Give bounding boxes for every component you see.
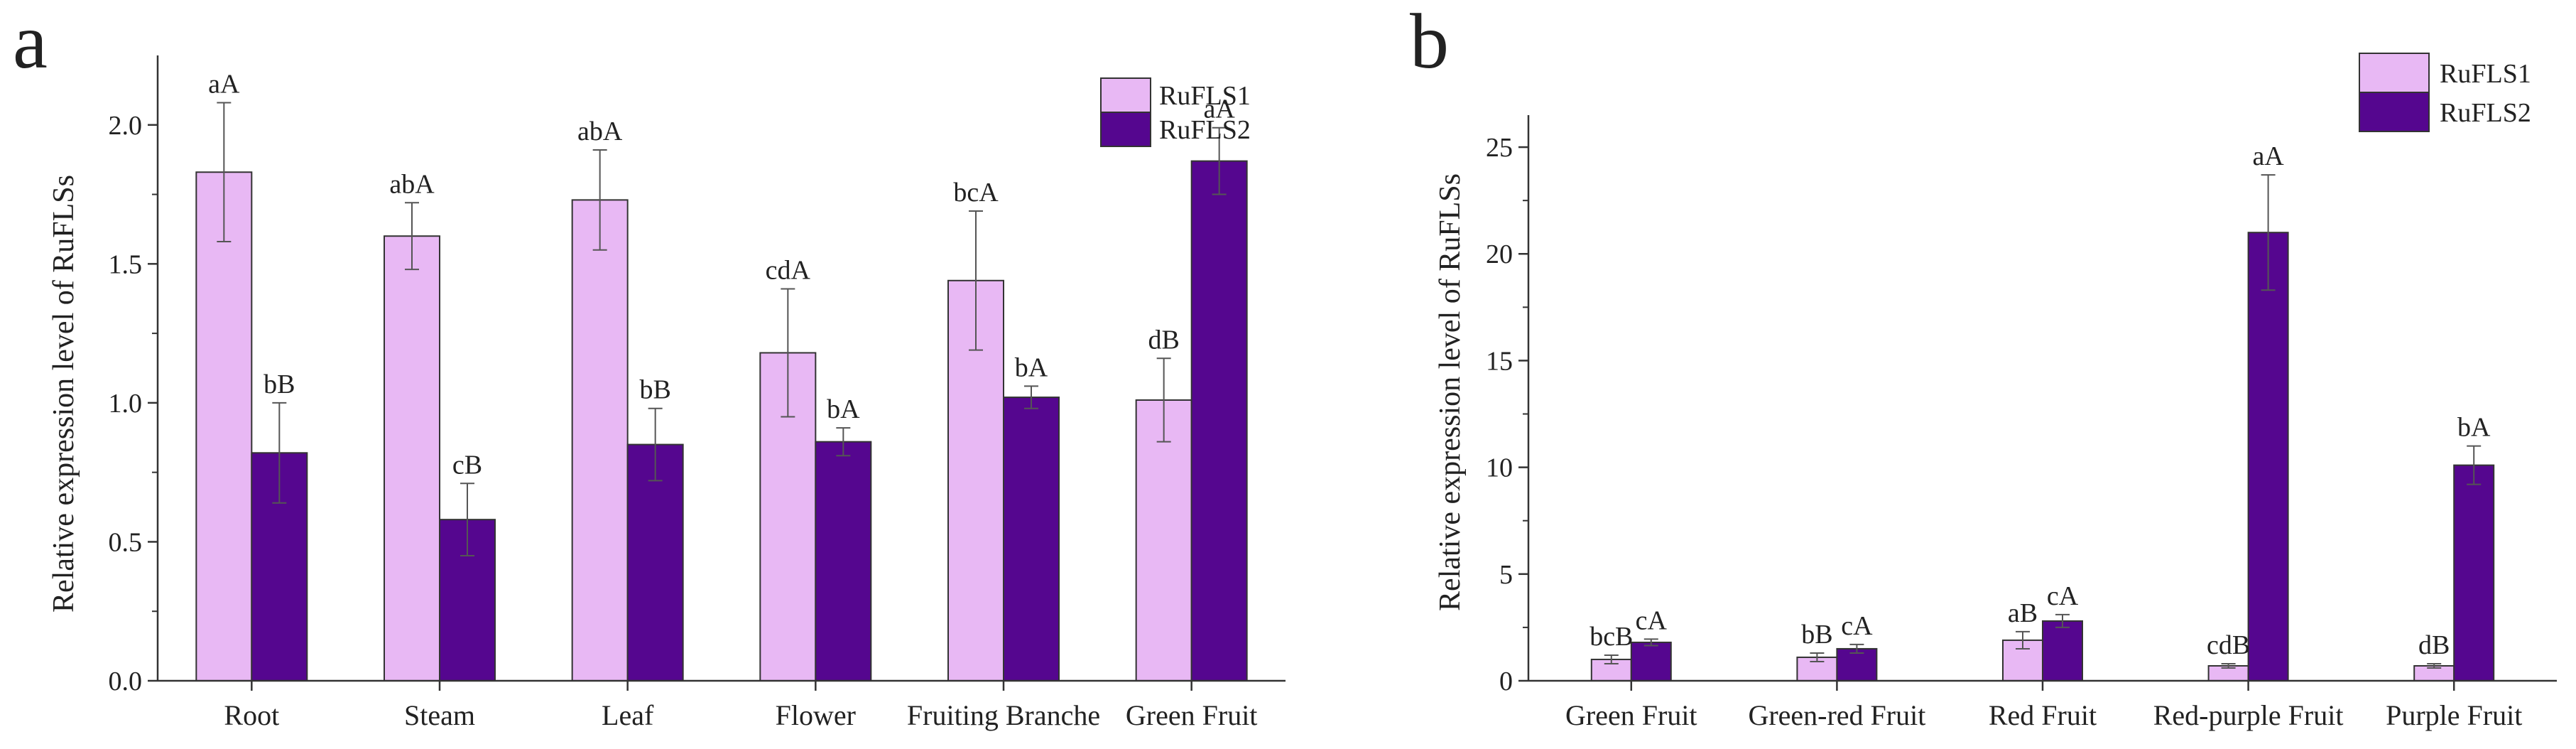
x-tick-label-fruiting-branche: Fruiting Branche bbox=[907, 699, 1100, 731]
bar-rufls1-steam bbox=[384, 235, 440, 681]
panel-b-y-axis-title: Relative expression level of RuFLSs bbox=[1434, 173, 1467, 611]
significance-label-rufls2-leaf: bB bbox=[639, 375, 670, 405]
panel-a-errorbars bbox=[217, 102, 1227, 556]
panel-b-legend: RuFLS1 RuFLS2 bbox=[2359, 53, 2531, 132]
x-tick-label-flower: Flower bbox=[776, 699, 856, 731]
x-tick-label-root: Root bbox=[224, 699, 279, 731]
significance-label-rufls1-root: aA bbox=[208, 69, 240, 99]
legend-swatch-rufls1 bbox=[2359, 53, 2430, 93]
bar-rufls2-flower bbox=[815, 441, 872, 682]
y-tick-label: 0 bbox=[1499, 667, 1513, 696]
y-tick-label: 20 bbox=[1486, 239, 1513, 269]
significance-label-rufls1-purple-fruit: dB bbox=[2418, 630, 2450, 660]
panel-a-bars bbox=[195, 160, 1248, 682]
y-tick-label: 5 bbox=[1499, 560, 1513, 590]
significance-label-rufls2-green-fruit: aA bbox=[1204, 95, 1236, 124]
panel-a: a aA bB abA cB abA bB cdA bA bcA bA dB aA 0.0 0.5 1.0… bbox=[13, 0, 1286, 731]
legend-label-rufls2: RuFLS2 bbox=[2440, 98, 2531, 128]
bar-rufls2-purple-fruit bbox=[2453, 464, 2495, 682]
panel-b-y-axis: 0 5 10 15 20 25 bbox=[1486, 115, 1530, 696]
y-tick-label: 10 bbox=[1486, 453, 1513, 483]
legend-swatch-rufls2 bbox=[1100, 112, 1151, 147]
significance-label-rufls2-red-fruit: cA bbox=[2047, 581, 2079, 611]
significance-label-rufls1-green-fruit: bcB bbox=[1589, 622, 1633, 652]
y-tick-label: 0.0 bbox=[109, 667, 143, 696]
significance-label-rufls2-green-fruit: cA bbox=[1636, 605, 1668, 635]
x-tick-label-green-red-fruit: Green-red Fruit bbox=[1748, 699, 1925, 731]
significance-label-rufls2-steam: cB bbox=[452, 450, 482, 480]
y-tick-label: 1.0 bbox=[109, 389, 143, 419]
significance-label-rufls1-flower: cdA bbox=[766, 256, 811, 286]
panel-b-x-axis: Green Fruit Green-red Fruit Red Fruit Red-p… bbox=[1528, 679, 2557, 731]
panel-a-legend: RuFLS1 RuFLS2 bbox=[1100, 77, 1251, 147]
significance-label-rufls1-steam: abA bbox=[389, 169, 435, 199]
x-tick-label-red-fruit: Red Fruit bbox=[1989, 699, 2097, 731]
bar-rufls2-green-fruit bbox=[1190, 160, 1248, 682]
y-tick-label: 15 bbox=[1486, 346, 1513, 376]
x-tick-label-purple-fruit: Purple Fruit bbox=[2386, 699, 2522, 731]
legend-label-rufls2: RuFLS2 bbox=[1159, 115, 1251, 145]
panel-a-y-axis: 0.0 0.5 1.0 1.5 2.0 bbox=[109, 55, 159, 696]
x-tick-label-leaf: Leaf bbox=[602, 699, 654, 731]
bar-rufls2-green-fruit bbox=[1630, 641, 1672, 681]
x-tick-label-red-purple-fruit: Red-purple Fruit bbox=[2153, 699, 2344, 731]
bar-rufls2-red-fruit bbox=[2042, 620, 2083, 682]
bar-rufls1-root bbox=[195, 171, 253, 681]
panel-a-significance-labels: aA bB abA cB abA bB cdA bA bcA bA dB aA bbox=[208, 69, 1235, 480]
panel-b-errorbars bbox=[1604, 174, 2482, 669]
significance-label-rufls2-purple-fruit: bA bbox=[2457, 413, 2491, 443]
panel-a-y-axis-title: Relative expression level of RuFLSs bbox=[48, 175, 80, 613]
panel-b-bars bbox=[1590, 232, 2495, 682]
significance-label-rufls2-root: bB bbox=[263, 370, 295, 399]
y-tick-label: 2.0 bbox=[109, 111, 143, 141]
y-tick-label: 25 bbox=[1486, 133, 1513, 163]
significance-label-rufls1-red-purple-fruit: cdB bbox=[2207, 630, 2250, 660]
bar-rufls2-red-purple-fruit bbox=[2247, 232, 2289, 682]
y-tick-label: 1.5 bbox=[109, 249, 143, 279]
significance-label-rufls2-green-red-fruit: cA bbox=[1841, 611, 1873, 641]
legend-swatch-rufls1 bbox=[1100, 77, 1151, 113]
y-tick-label: 0.5 bbox=[109, 527, 143, 557]
legend-label-rufls1: RuFLS1 bbox=[1159, 81, 1251, 111]
panel-b-letter: b bbox=[1410, 0, 1449, 85]
significance-label-rufls1-leaf: abA bbox=[577, 117, 623, 146]
bar-rufls1-leaf bbox=[571, 199, 629, 681]
significance-label-rufls2-fruiting-branche: bA bbox=[1015, 352, 1048, 382]
x-tick-label-steam: Steam bbox=[404, 699, 475, 731]
bar-rufls1-green-fruit bbox=[1135, 399, 1192, 681]
x-tick-label-green-fruit: Green Fruit bbox=[1126, 699, 1258, 731]
significance-label-rufls1-fruiting-branche: bcA bbox=[953, 178, 999, 208]
x-tick-label-green-fruit: Green Fruit bbox=[1565, 699, 1697, 731]
significance-label-rufls1-red-fruit: aB bbox=[2008, 598, 2038, 628]
bar-rufls2-fruiting-branche bbox=[1003, 397, 1060, 681]
significance-label-rufls2-flower: bA bbox=[827, 394, 860, 424]
panel-a-letter: a bbox=[13, 0, 48, 85]
legend-label-rufls1: RuFLS1 bbox=[2440, 59, 2531, 89]
legend-swatch-rufls2 bbox=[2359, 92, 2430, 132]
significance-label-rufls1-green-red-fruit: bB bbox=[1801, 620, 1832, 650]
significance-label-rufls1-green-fruit: dB bbox=[1148, 325, 1179, 355]
significance-label-rufls2-red-purple-fruit: aA bbox=[2252, 141, 2284, 171]
panel-a-x-axis: Root Steam Leaf Flower Fruiting Branche Green… bbox=[158, 679, 1286, 731]
